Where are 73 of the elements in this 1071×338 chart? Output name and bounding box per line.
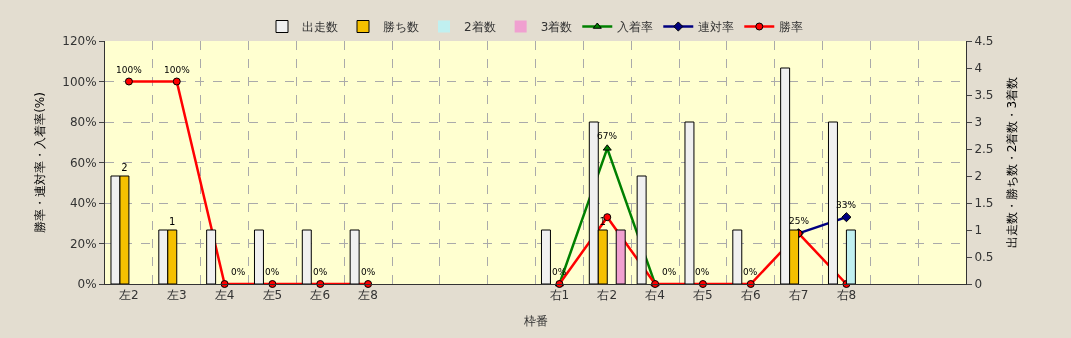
point [602,144,612,151]
legend-label: 勝率 [779,20,804,35]
point [124,77,133,86]
x-tick-label: 右6 [740,288,761,303]
bar [206,229,217,284]
y-tick-label: 80% [69,115,97,130]
data-label: 0% [231,267,246,277]
bar [615,229,626,284]
bar [827,121,838,284]
x-tick-label: 右2 [597,288,618,303]
legend-label: 3着数 [540,20,573,35]
data-label: 100% [164,65,191,75]
y-tick-label: 40% [69,196,97,211]
data-label: 0% [662,267,677,277]
data-label: 2 [121,162,128,173]
bar [349,229,360,284]
legend-label: 勝ち数 [383,20,419,35]
x-tick-label: 右8 [836,288,857,303]
y2-tick-label: 4.5 [974,34,994,49]
y2-tick-label: 0.5 [974,250,994,265]
point [316,280,325,288]
bar [636,175,647,284]
y2-axis-title: 出走数・勝ち数・2着数・3着数 [1005,76,1020,249]
y-tick-label: 0% [77,277,97,292]
data-label: 0% [265,267,280,277]
y2-tick-label: 3 [974,115,983,130]
point [268,280,277,288]
y-tick-label: 60% [69,155,97,170]
bar [845,229,856,284]
point [698,280,707,288]
x-tick-label: 右7 [788,288,809,303]
x-tick-label: 左5 [262,288,283,303]
data-label: 0% [313,267,328,277]
point [220,280,229,288]
y2-tick-label: 0 [974,277,983,292]
legend-label: 出走数 [302,20,338,35]
x-tick-label: 右4 [645,288,665,303]
x-axis-title: 枠番 [522,314,548,329]
y2-tick-label: 2 [974,169,983,184]
data-label: 0% [361,267,376,277]
y2-tick-label: 4 [974,61,983,76]
x-tick-label: 左6 [310,288,331,303]
x-tick-label: 右5 [693,288,713,303]
data-label: 0% [695,267,710,277]
x-tick-label: 左4 [214,288,235,303]
legend-label: 2着数 [464,20,496,35]
point [364,280,373,288]
data-label: 1 [599,216,606,227]
bar [253,229,264,284]
bar [732,229,743,284]
x-tick-label: 左3 [166,288,187,303]
y-tick-label: 20% [69,236,97,251]
point [841,212,852,223]
y2-tick-label: 2.5 [974,142,994,157]
data-label: 0% [743,267,758,277]
legend-label: 入着率 [617,20,654,35]
data-label: 100% [116,65,143,75]
bar [301,229,312,284]
y2-tick-label: 3.5 [974,88,994,103]
y2-tick-label: 1 [974,223,983,238]
y2-tick-label: 1.5 [974,196,994,211]
x-tick-label: 右1 [549,288,570,303]
point [746,280,755,288]
bar [684,121,695,284]
x-tick-label: 左2 [119,288,139,303]
x-tick-label: 左8 [358,288,378,303]
bar [540,229,551,284]
y-tick-label: 120% [62,34,97,49]
y-tick-label: 100% [62,74,97,89]
legend-label: 連対率 [698,20,735,35]
y-axis-title: 勝率・連対率・入着率(%) [32,92,47,233]
data-label: 1 [169,216,176,227]
point [172,77,181,86]
